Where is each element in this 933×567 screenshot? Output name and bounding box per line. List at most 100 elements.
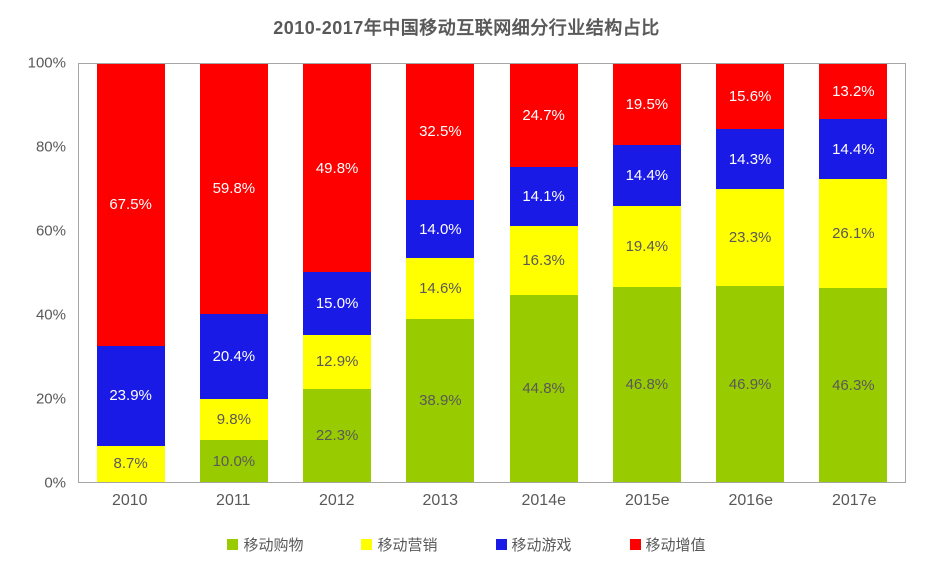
segment-mobile-marketing-2015e: 19.4%	[612, 205, 681, 287]
segment-mobile-marketing-2012: 12.9%	[303, 334, 372, 389]
segment-value-label: 8.7%	[113, 455, 148, 473]
segment-value-label: 67.5%	[109, 196, 152, 214]
segment-mobile-gaming-2011: 20.4%	[199, 313, 268, 400]
segment-mobile-gaming-2015e: 14.4%	[612, 145, 681, 206]
plot-area: 8.7% 23.9% 67.5% 10.0% 9.8% 20.4% 59.8% 22.3% 12…	[78, 63, 906, 483]
bar-2013: 38.9% 14.6% 14.0% 32.5%	[406, 64, 475, 482]
segment-value-label: 20.4%	[212, 348, 256, 366]
segment-mobile-value-added-2014e: 24.7%	[509, 64, 578, 168]
x-axis-label-2015e: 2015e	[625, 492, 670, 509]
bar-2017e: 46.3% 26.1% 14.4% 13.2%	[819, 64, 888, 482]
segment-value-label: 59.8%	[212, 180, 256, 198]
segment-mobile-shopping-2017e: 46.3%	[819, 288, 888, 482]
segment-mobile-value-added-2011: 59.8%	[199, 64, 268, 314]
segment-value-label: 49.8%	[315, 159, 359, 177]
segment-value-label: 46.8%	[625, 375, 669, 393]
segment-value-label: 14.6%	[419, 280, 462, 298]
segment-value-label: 46.9%	[728, 375, 772, 393]
segment-value-label: 16.3%	[522, 251, 565, 269]
legend-item-mobile-gaming: 移动游戏	[495, 534, 572, 555]
segment-value-label: 14.0%	[419, 220, 462, 238]
bar-2014e: 44.8% 16.3% 14.1% 24.7%	[509, 64, 578, 482]
segment-value-label: 14.4%	[832, 140, 875, 158]
segment-mobile-value-added-2017e: 13.2%	[819, 64, 888, 120]
segment-value-label: 46.3%	[832, 376, 875, 394]
y-tick: 20%	[35, 390, 66, 408]
segment-mobile-shopping-2014e: 44.8%	[509, 294, 578, 482]
legend-label: 移动增值	[645, 537, 706, 554]
bar-2010: 8.7% 23.9% 67.5%	[96, 64, 165, 482]
y-tick: 40%	[35, 306, 66, 324]
bar-2012: 22.3% 12.9% 15.0% 49.8%	[303, 64, 372, 482]
segment-mobile-marketing-2016e: 23.3%	[716, 188, 785, 287]
x-axis-label-2014e: 2014e	[521, 492, 567, 509]
bar-2015e: 46.8% 19.4% 14.4% 19.5%	[612, 64, 681, 482]
segment-value-label: 10.0%	[212, 452, 256, 470]
legend-label: 移动营销	[377, 537, 438, 554]
segment-value-label: 12.9%	[315, 353, 359, 371]
y-axis: 100% 80% 60% 40% 20% 0%	[0, 55, 66, 492]
legend-swatch-mobile-gaming	[495, 539, 507, 550]
x-axis-label-2011: 2011	[216, 492, 251, 509]
segment-mobile-shopping-2012: 22.3%	[303, 388, 372, 482]
segment-mobile-gaming-2017e: 14.4%	[819, 119, 888, 180]
segment-mobile-gaming-2016e: 14.3%	[716, 129, 785, 189]
legend-item-mobile-value-added: 移动增值	[629, 534, 706, 555]
chart-title: 2010-2017年中国移动互联网细分行业结构占比	[273, 18, 660, 38]
segment-value-label: 15.0%	[315, 295, 359, 312]
segment-value-label: 38.9%	[419, 392, 462, 410]
bars-container: 8.7% 23.9% 67.5% 10.0% 9.8% 20.4% 59.8% 22.3% 12…	[79, 64, 905, 482]
segment-mobile-marketing-2017e: 26.1%	[819, 179, 888, 289]
segment-mobile-marketing-2011: 9.8%	[199, 399, 268, 441]
x-axis-label-2013: 2013	[422, 492, 459, 509]
segment-value-label: 14.1%	[522, 188, 565, 206]
segment-mobile-gaming-2013: 14.0%	[406, 199, 475, 259]
x-axis-label-2017e: 2017e	[832, 492, 877, 509]
legend-label: 移动购物	[243, 537, 304, 554]
legend: 移动购物 移动营销 移动游戏 移动增值	[0, 534, 933, 555]
segment-value-label: 32.5%	[419, 123, 462, 141]
segment-mobile-value-added-2010: 67.5%	[96, 64, 165, 346]
segment-value-label: 9.8%	[216, 411, 251, 429]
y-tick: 100%	[27, 54, 66, 72]
segment-value-label: 19.5%	[625, 96, 669, 114]
legend-item-mobile-shopping: 移动购物	[227, 534, 303, 555]
x-axis-label-2010: 2010	[111, 492, 148, 509]
segment-mobile-gaming-2014e: 14.1%	[509, 167, 578, 227]
segment-value-label: 22.3%	[315, 426, 359, 444]
segment-mobile-value-added-2012: 49.8%	[303, 64, 372, 273]
segment-mobile-marketing-2010: 8.7%	[96, 445, 165, 482]
legend-swatch-mobile-value-added	[629, 539, 641, 550]
bar-2016e: 46.9% 23.3% 14.3% 15.6%	[716, 64, 785, 482]
segment-value-label: 24.7%	[522, 107, 565, 125]
legend-label: 移动游戏	[511, 537, 572, 554]
segment-value-label: 15.6%	[728, 88, 772, 106]
x-axis-label-2012: 2012	[318, 492, 355, 509]
legend-item-mobile-marketing: 移动营销	[361, 534, 438, 555]
y-tick: 60%	[35, 222, 66, 240]
segment-mobile-shopping-2015e: 46.8%	[612, 286, 681, 482]
segment-value-label: 19.4%	[625, 237, 669, 255]
segment-value-label: 14.3%	[728, 150, 772, 168]
legend-swatch-mobile-marketing	[361, 539, 373, 550]
segment-mobile-marketing-2013: 14.6%	[406, 258, 475, 320]
segment-value-label: 44.8%	[522, 379, 565, 397]
segment-mobile-value-added-2015e: 19.5%	[612, 64, 681, 146]
segment-value-label: 23.3%	[728, 229, 772, 246]
segment-mobile-gaming-2010: 23.9%	[96, 345, 165, 446]
segment-value-label: 23.9%	[109, 387, 152, 405]
segment-mobile-shopping-2013: 38.9%	[406, 319, 475, 482]
segment-mobile-shopping-2011: 10.0%	[199, 440, 268, 482]
segment-mobile-gaming-2012: 15.0%	[303, 272, 372, 335]
segment-value-label: 26.1%	[832, 225, 875, 243]
segment-value-label: 14.4%	[625, 167, 669, 184]
segment-mobile-marketing-2014e: 16.3%	[509, 226, 578, 295]
legend-swatch-mobile-shopping	[227, 539, 239, 550]
segment-value-label: 13.2%	[832, 83, 875, 101]
bar-2011: 10.0% 9.8% 20.4% 59.8%	[199, 64, 268, 482]
segment-mobile-shopping-2016e: 46.9%	[716, 286, 785, 482]
x-axis-label-2016e: 2016e	[728, 492, 774, 509]
y-tick: 0%	[44, 474, 66, 492]
x-axis: 2010 2011 2012 2013 2014e 2015e 2016e 2017e	[78, 492, 906, 510]
